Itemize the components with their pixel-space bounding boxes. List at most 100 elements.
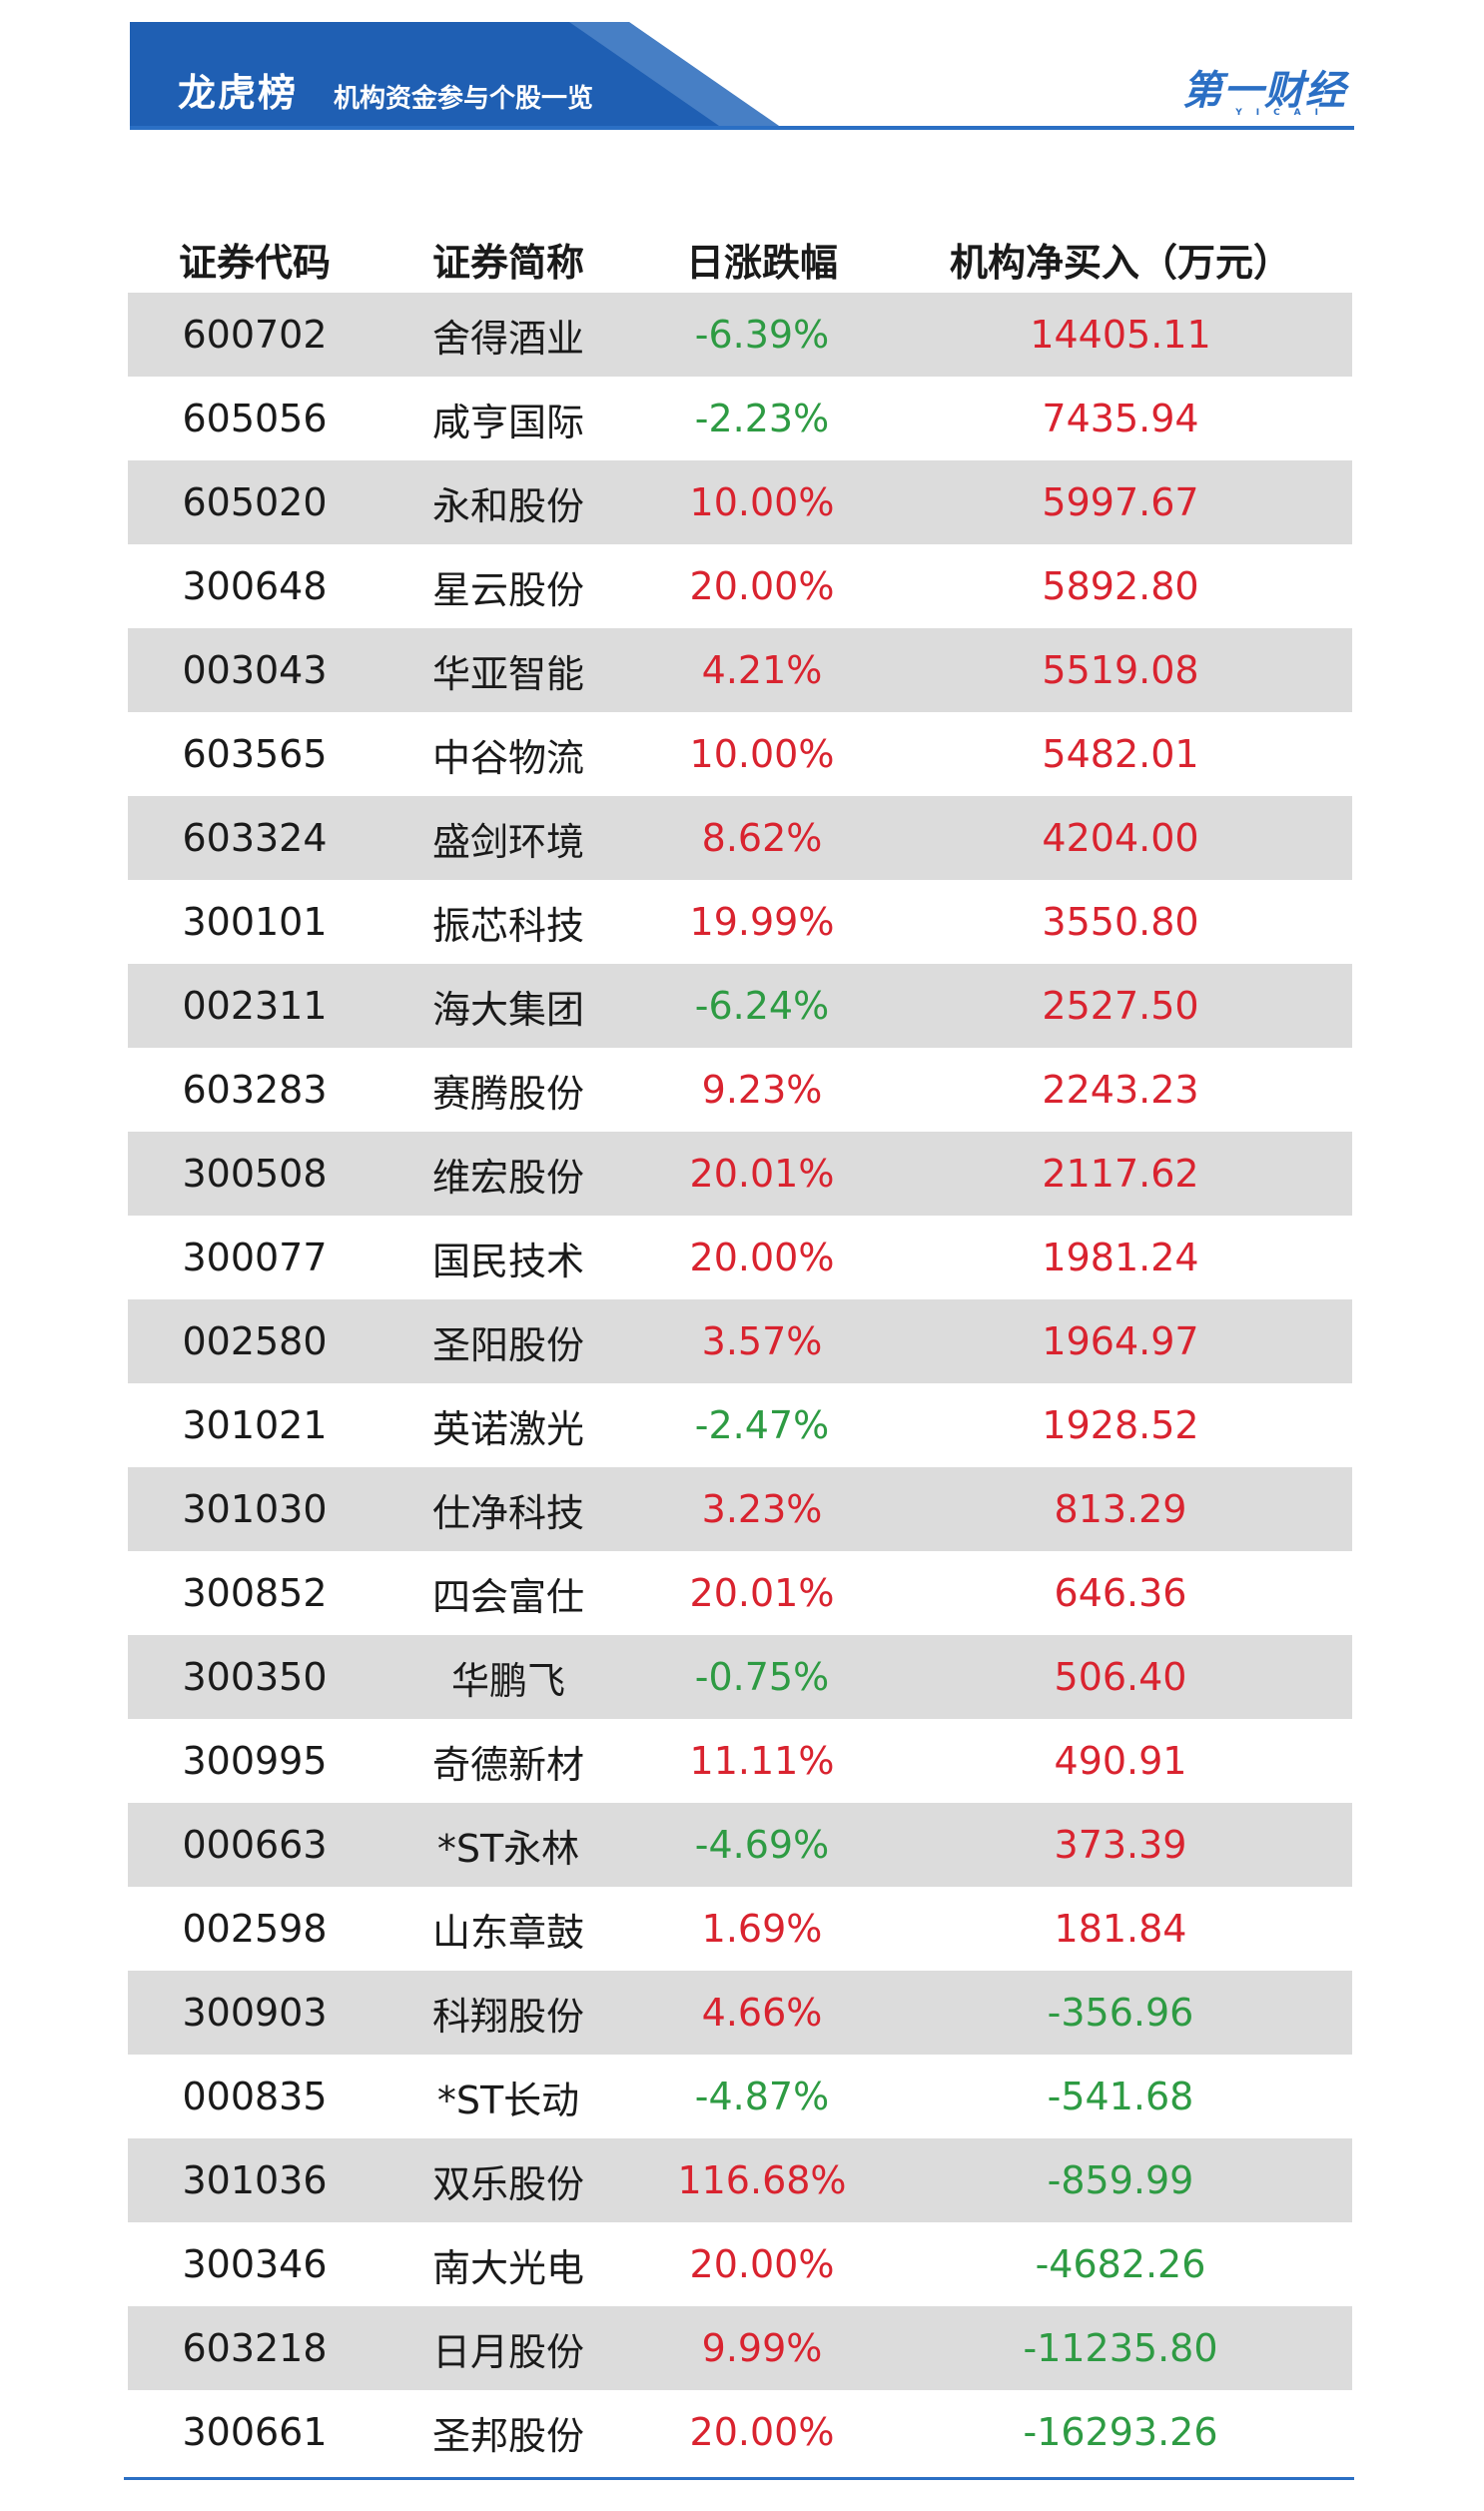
cell-code: 300346 [182,2242,328,2286]
cell-net-buy: 2527.50 [1042,984,1199,1028]
cell-name: 星云股份 [431,567,584,612]
cell-name: 四会富仕 [431,1574,584,1619]
cell-name: 国民技术 [431,1239,584,1283]
table-body: 600702 舍得酒业 -6.39% 14405.11 605056 咸亨国际 -2.23%… [128,293,1352,2474]
cell-change: 20.00% [689,564,835,608]
cell-name: 永和股份 [431,483,584,528]
cell-net-buy: 4204.00 [1042,816,1199,860]
cell-code: 301021 [182,1403,328,1447]
cell-net-buy: 5519.08 [1042,648,1199,692]
cell-code: 000835 [182,2075,328,2118]
table-row: 603324 盛剑环境 8.62% 4204.00 [128,796,1352,880]
cell-net-buy: 1964.97 [1042,1319,1199,1363]
cell-name: 咸亨国际 [431,400,584,444]
cell-change: 20.01% [689,1152,835,1196]
cell-change: 20.00% [689,2410,835,2454]
cell-change: 1.69% [701,1907,823,1951]
cell-net-buy: 5482.01 [1042,732,1199,776]
cell-code: 002311 [182,984,328,1028]
cell-code: 301036 [182,2158,328,2202]
cell-change: 20.00% [689,1236,835,1279]
cell-name: 华亚智能 [431,651,584,696]
banner-subtitle: 机构资金参与个股一览 [334,84,594,114]
cell-net-buy: 5997.67 [1042,480,1199,524]
cell-change: 4.66% [701,1991,823,2035]
cell-name: 圣阳股份 [431,1322,584,1367]
cell-code: 300852 [182,1571,328,1615]
cell-code: 301030 [182,1487,328,1531]
cell-code: 605020 [182,480,328,524]
cell-name: 振芯科技 [431,903,584,948]
table-row: 000663 *ST永林 -4.69% 373.39 [128,1803,1352,1887]
table-row: 301030 仕净科技 3.23% 813.29 [128,1467,1352,1551]
cell-name: 英诺激光 [431,1406,584,1451]
cell-code: 300077 [182,1236,328,1279]
cell-net-buy: 7435.94 [1042,397,1199,440]
cell-code: 603324 [182,816,328,860]
header-name: 证券简称 [431,240,584,285]
table-row: 603283 赛腾股份 9.23% 2243.23 [128,1048,1352,1132]
cell-net-buy: 14405.11 [1030,313,1211,357]
table-row: 002311 海大集团 -6.24% 2527.50 [128,964,1352,1048]
header-divider [130,126,1354,130]
cell-code: 300101 [182,900,328,944]
cell-net-buy: -859.99 [1047,2158,1194,2202]
table-row: 300648 星云股份 20.00% 5892.80 [128,544,1352,628]
cell-name: 奇德新材 [431,1742,584,1787]
cell-net-buy: 1928.52 [1042,1403,1199,1447]
cell-change: 10.00% [689,480,835,524]
cell-net-buy: 1981.24 [1042,1236,1199,1279]
cell-net-buy: -11235.80 [1023,2326,1218,2370]
cell-change: -2.23% [694,397,830,440]
cell-change: 20.01% [689,1571,835,1615]
cell-net-buy: 506.40 [1054,1655,1187,1699]
header-change: 日涨跌幅 [685,240,838,285]
cell-change: 10.00% [689,732,835,776]
table-row: 002580 圣阳股份 3.57% 1964.97 [128,1299,1352,1383]
cell-code: 002580 [182,1319,328,1363]
cell-change: -6.39% [694,313,830,357]
table-row: 300661 圣邦股份 20.00% -16293.26 [128,2390,1352,2474]
cell-net-buy: -541.68 [1047,2075,1194,2118]
table-row: 605020 永和股份 10.00% 5997.67 [128,460,1352,544]
cell-change: 20.00% [689,2242,835,2286]
cell-code: 300903 [182,1991,328,2035]
cell-net-buy: 3550.80 [1042,900,1199,944]
table-row: 002598 山东章鼓 1.69% 181.84 [128,1887,1352,1971]
cell-code: 300350 [182,1655,328,1699]
table-row: 300995 奇德新材 11.11% 490.91 [128,1719,1352,1803]
cell-code: 605056 [182,397,328,440]
cell-net-buy: 5892.80 [1042,564,1199,608]
cell-code: 300661 [182,2410,328,2454]
cell-change: -4.69% [694,1823,830,1867]
table-row: 301021 英诺激光 -2.47% 1928.52 [128,1383,1352,1467]
cell-net-buy: 490.91 [1054,1739,1187,1783]
table-row: 605056 咸亨国际 -2.23% 7435.94 [128,377,1352,460]
cell-code: 300508 [182,1152,328,1196]
table-row: 300350 华鹏飞 -0.75% 506.40 [128,1635,1352,1719]
cell-net-buy: -356.96 [1047,1991,1194,2035]
cell-change: 9.99% [701,2326,823,2370]
cell-net-buy: 2117.62 [1042,1152,1199,1196]
cell-name: *ST永林 [436,1826,580,1871]
cell-change: 11.11% [689,1739,835,1783]
bottom-divider [124,2477,1354,2480]
cell-name: 舍得酒业 [431,316,584,361]
cell-code: 603283 [182,1068,328,1112]
cell-name: 维宏股份 [431,1155,584,1200]
table-header: 证券代码 证券简称 日涨跌幅 机构净买入（万元） [128,225,1352,293]
header-net-buy: 机构净买入（万元） [949,240,1291,285]
table-row: 300077 国民技术 20.00% 1981.24 [128,1216,1352,1299]
table-row: 603565 中谷物流 10.00% 5482.01 [128,712,1352,796]
cell-change: 3.23% [701,1487,823,1531]
yicai-logo: 第一财经 [1182,68,1346,114]
cell-net-buy: 373.39 [1054,1823,1187,1867]
cell-change: 8.62% [701,816,823,860]
banner-title: 龙虎榜 [178,71,299,115]
cell-name: 赛腾股份 [431,1071,584,1116]
table-row: 300903 科翔股份 4.66% -356.96 [128,1971,1352,2055]
table-row: 300101 振芯科技 19.99% 3550.80 [128,880,1352,964]
cell-name: 山东章鼓 [431,1910,584,1955]
table-row: 600702 舍得酒业 -6.39% 14405.11 [128,293,1352,377]
cell-net-buy: 646.36 [1054,1571,1187,1615]
